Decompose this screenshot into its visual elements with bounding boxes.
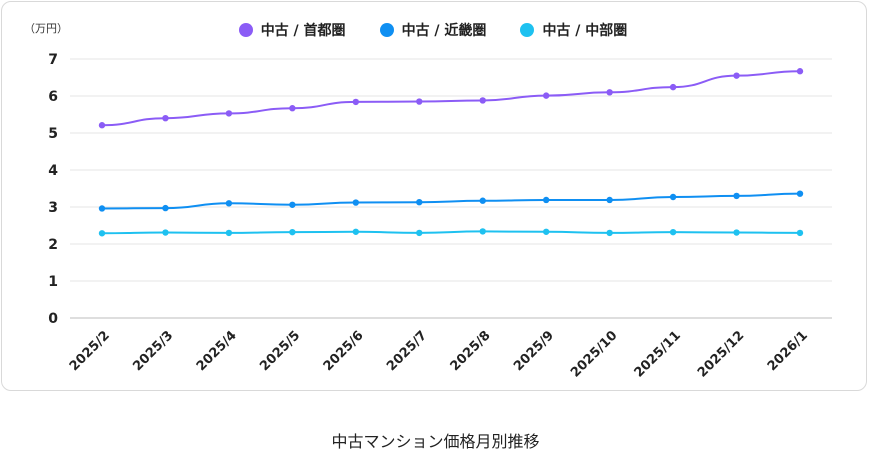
data-point-2-6 [479, 228, 486, 235]
legend-label-2: 中古 / 中部圏 [542, 23, 628, 39]
data-point-0-0 [98, 122, 106, 129]
y-tick-label-2: 2 [48, 237, 58, 253]
x-tick-label-3: 2025/5 [257, 328, 303, 374]
y-axis-unit-label: （万円） [24, 22, 68, 35]
data-point-2-2 [225, 229, 233, 237]
data-point-2-11 [796, 229, 804, 237]
legend-marker-1 [379, 23, 394, 37]
data-point-2-9 [669, 228, 677, 236]
data-point-2-4 [352, 228, 360, 235]
data-point-0-1 [162, 115, 169, 122]
x-tick-label-10: 2025/12 [695, 328, 747, 380]
data-point-0-10 [733, 72, 740, 79]
data-point-2-10 [733, 229, 740, 236]
x-tick-label-11: 2026/1 [765, 328, 811, 374]
data-point-2-3 [289, 228, 296, 236]
data-point-0-2 [225, 110, 233, 117]
legend-marker-2 [520, 23, 535, 37]
x-tick-label-4: 2025/6 [321, 328, 367, 374]
data-point-1-9 [669, 193, 677, 201]
y-tick-label-0: 0 [48, 311, 58, 327]
y-tick-label-6: 6 [48, 89, 58, 105]
data-point-1-6 [479, 197, 486, 204]
data-point-1-10 [733, 192, 740, 200]
data-point-0-7 [542, 92, 550, 99]
data-point-1-8 [606, 196, 613, 204]
series-line-2 [101, 230, 801, 235]
line-chart: 0 1 2 3 4 5 6 7 2025/2 2025/3 2025/4 2025/5 2025/6 20… [48, 52, 832, 381]
legend-item-1[interactable]: 中古 / 近畿圏 [379, 20, 487, 40]
data-point-0-6 [479, 97, 486, 104]
data-point-2-8 [606, 229, 613, 237]
series-line-1 [101, 192, 801, 210]
data-point-1-3 [289, 201, 296, 208]
data-point-2-0 [98, 230, 106, 237]
x-tick-label-0: 2025/2 [67, 328, 113, 374]
legend-label-1: 中古 / 近畿圏 [401, 23, 487, 39]
data-point-1-4 [352, 199, 360, 206]
data-point-1-11 [796, 190, 804, 197]
data-point-0-9 [669, 83, 677, 91]
data-point-2-5 [416, 229, 423, 237]
data-point-1-0 [98, 205, 106, 212]
x-tick-label-8: 2025/10 [568, 328, 620, 380]
x-tick-label-1: 2025/3 [130, 328, 176, 374]
y-tick-label-5: 5 [48, 126, 58, 142]
data-point-0-11 [796, 68, 804, 75]
x-tick-label-5: 2025/7 [384, 328, 430, 374]
data-point-2-1 [162, 229, 169, 236]
data-point-1-1 [162, 204, 169, 212]
data-point-1-2 [225, 200, 233, 207]
y-tick-label-3: 3 [48, 200, 58, 216]
y-tick-label-1: 1 [48, 274, 58, 290]
legend-item-2[interactable]: 中古 / 中部圏 [520, 20, 627, 40]
series-line-0 [101, 70, 801, 127]
legend-marker-0 [238, 23, 253, 37]
data-point-0-5 [416, 98, 423, 105]
legend-label-0: 中古 / 首都圏 [260, 23, 346, 39]
y-tick-label-4: 4 [48, 163, 58, 179]
data-point-2-7 [542, 228, 550, 235]
data-point-0-8 [606, 89, 613, 96]
x-tick-label-6: 2025/8 [448, 328, 494, 374]
data-point-0-3 [289, 105, 296, 112]
chart-legend: 中古 / 首都圏 中古 / 近畿圏 中古 / 中部圏 [0, 20, 866, 40]
data-point-0-4 [352, 98, 360, 106]
x-tick-label-2: 2025/4 [194, 328, 240, 374]
data-point-1-7 [542, 196, 550, 204]
chart-caption: 中古マンション価格月別推移 [331, 432, 540, 451]
x-tick-label-9: 2025/11 [632, 328, 684, 380]
x-tick-label-7: 2025/9 [511, 328, 557, 374]
legend-item-0[interactable]: 中古 / 首都圏 [238, 20, 346, 40]
data-point-1-5 [416, 198, 423, 206]
y-tick-label-7: 7 [48, 52, 58, 68]
